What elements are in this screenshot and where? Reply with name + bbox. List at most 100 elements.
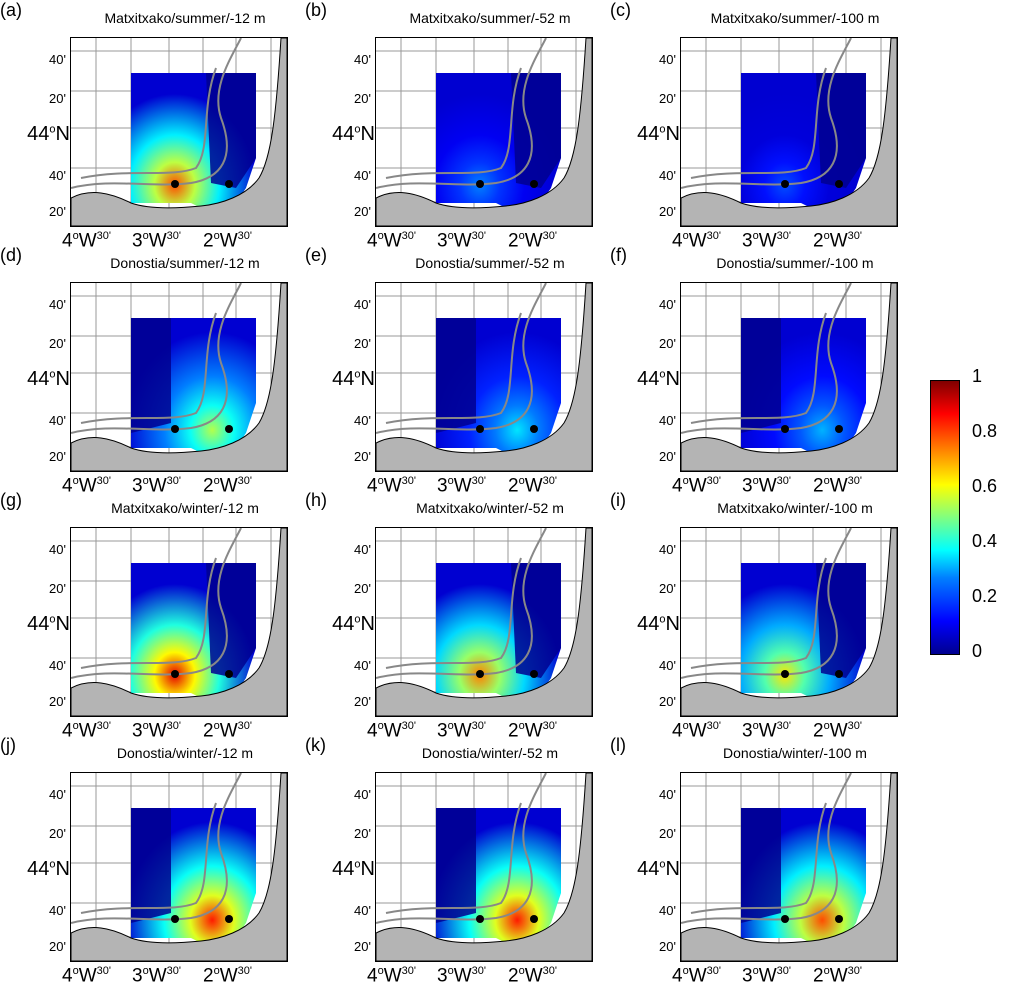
- coastline: [681, 283, 897, 471]
- coastline: [71, 283, 287, 471]
- y-tick-label: 40': [659, 787, 676, 802]
- station-marker: [476, 180, 484, 188]
- map-svg: [681, 528, 897, 716]
- x-tick-label: 4oW30': [672, 230, 721, 252]
- x-tick-label: 2oW30': [508, 965, 557, 987]
- y-tick-label: 44oN: [332, 858, 375, 880]
- map-panel: (l) Donostia/winter/-100 m 40' 20' 44oN 40' 20…: [610, 735, 910, 986]
- station-marker: [225, 670, 233, 678]
- map-area: [375, 37, 593, 227]
- coastline: [71, 773, 287, 961]
- map-area: [375, 772, 593, 962]
- y-tick-label: 40': [49, 413, 66, 428]
- panel-title: Matxitxako/winter/-100 m: [717, 500, 873, 516]
- station-marker: [225, 425, 233, 433]
- y-tick-label: 40': [354, 903, 371, 918]
- y-tick-label: 20': [659, 91, 676, 106]
- x-tick-label: 3oW30': [742, 230, 791, 252]
- map-panel: (j) Donostia/winter/-12 m 40' 20' 44oN 40' 20'…: [0, 735, 300, 986]
- y-tick-label: 40': [354, 297, 371, 312]
- y-tick-label: 44oN: [27, 368, 70, 390]
- x-tick-label: 3oW30': [437, 230, 486, 252]
- colorbar-tick: 0.8: [972, 421, 998, 441]
- map-svg: [71, 773, 287, 961]
- y-tick-label: 20': [49, 694, 66, 709]
- map-area: [70, 772, 288, 962]
- station-marker: [835, 425, 843, 433]
- y-tick-label: 20': [354, 694, 371, 709]
- x-tick-label: 4oW30': [672, 720, 721, 742]
- y-tick-label: 40': [659, 658, 676, 673]
- station-marker: [476, 670, 484, 678]
- y-tick-label: 40': [659, 903, 676, 918]
- x-tick-label: 3oW30': [132, 720, 181, 742]
- x-tick-label: 2oW30': [813, 720, 862, 742]
- x-tick-label: 3oW30': [742, 965, 791, 987]
- x-tick-label: 2oW30': [508, 720, 557, 742]
- panel-letter: (e): [305, 245, 327, 265]
- y-tick-label: 20': [354, 939, 371, 954]
- station-marker: [171, 915, 179, 923]
- coastline: [681, 528, 897, 716]
- map-panel: (a) Matxitxako/summer/-12 m 40' 20' 44oN 40' 2…: [0, 0, 300, 251]
- y-tick-label: 44oN: [332, 368, 375, 390]
- x-tick-label: 4oW30': [62, 230, 111, 252]
- y-tick-label: 40': [354, 787, 371, 802]
- station-marker: [530, 180, 538, 188]
- map-svg: [376, 283, 592, 471]
- station-marker: [476, 425, 484, 433]
- y-tick-label: 40': [659, 413, 676, 428]
- map-panel: (g) Matxitxako/winter/-12 m 40' 20' 44oN 40' 2…: [0, 490, 300, 741]
- x-tick-label: 4oW30': [62, 720, 111, 742]
- x-tick-label: 3oW30': [742, 475, 791, 497]
- x-tick-label: 4oW30': [672, 475, 721, 497]
- y-tick-label: 44oN: [637, 123, 680, 145]
- y-tick-label: 20': [49, 336, 66, 351]
- colorbar-tick: 0.4: [972, 531, 998, 551]
- x-tick-label: 2oW30': [508, 475, 557, 497]
- y-tick-label: 44oN: [332, 123, 375, 145]
- station-marker: [530, 670, 538, 678]
- y-tick-label: 20': [49, 204, 66, 219]
- map-area: [680, 527, 898, 717]
- x-tick-label: 4oW30': [367, 965, 416, 987]
- panel-title: Matxitxako/summer/-100 m: [710, 10, 880, 26]
- colorbar-tick: 0.6: [972, 476, 998, 496]
- map-area: [70, 37, 288, 227]
- map-panel: (b) Matxitxako/summer/-52 m 40' 20' 44oN 40' 2…: [305, 0, 605, 251]
- coastline: [376, 773, 592, 961]
- map-svg: [71, 528, 287, 716]
- x-tick-label: 4oW30': [62, 475, 111, 497]
- y-tick-label: 20': [659, 204, 676, 219]
- station-marker: [171, 180, 179, 188]
- map-panel: (h) Matxitxako/winter/-52 m 40' 20' 44oN 40' 2…: [305, 490, 605, 741]
- y-tick-label: 40': [49, 52, 66, 67]
- x-tick-label: 2oW30': [203, 475, 252, 497]
- y-tick-label: 40': [659, 52, 676, 67]
- coastline: [376, 528, 592, 716]
- station-marker: [476, 915, 484, 923]
- y-tick-label: 44oN: [332, 613, 375, 635]
- map-panel: (c) Matxitxako/summer/-100 m 40' 20' 44oN 40'…: [610, 0, 910, 251]
- x-tick-label: 3oW30': [132, 230, 181, 252]
- map-svg: [681, 773, 897, 961]
- y-tick-label: 20': [659, 449, 676, 464]
- y-tick-label: 40': [354, 542, 371, 557]
- y-tick-label: 44oN: [27, 123, 70, 145]
- map-svg: [681, 38, 897, 226]
- x-tick-label: 3oW30': [437, 475, 486, 497]
- coastline: [71, 528, 287, 716]
- x-tick-label: 3oW30': [742, 720, 791, 742]
- y-tick-label: 40': [659, 297, 676, 312]
- station-marker: [171, 670, 179, 678]
- y-tick-label: 20': [354, 449, 371, 464]
- panel-letter: (d): [0, 245, 22, 265]
- map-area: [375, 282, 593, 472]
- panel-title: Matxitxako/winter/-12 m: [111, 500, 259, 516]
- x-tick-label: 4oW30': [367, 475, 416, 497]
- map-panel: (k) Donostia/winter/-52 m 40' 20' 44oN 40' 20'…: [305, 735, 605, 986]
- panel-title: Donostia/winter/-100 m: [723, 745, 867, 761]
- y-tick-label: 20': [354, 581, 371, 596]
- y-tick-label: 40': [49, 787, 66, 802]
- panel-letter: (f): [610, 245, 627, 265]
